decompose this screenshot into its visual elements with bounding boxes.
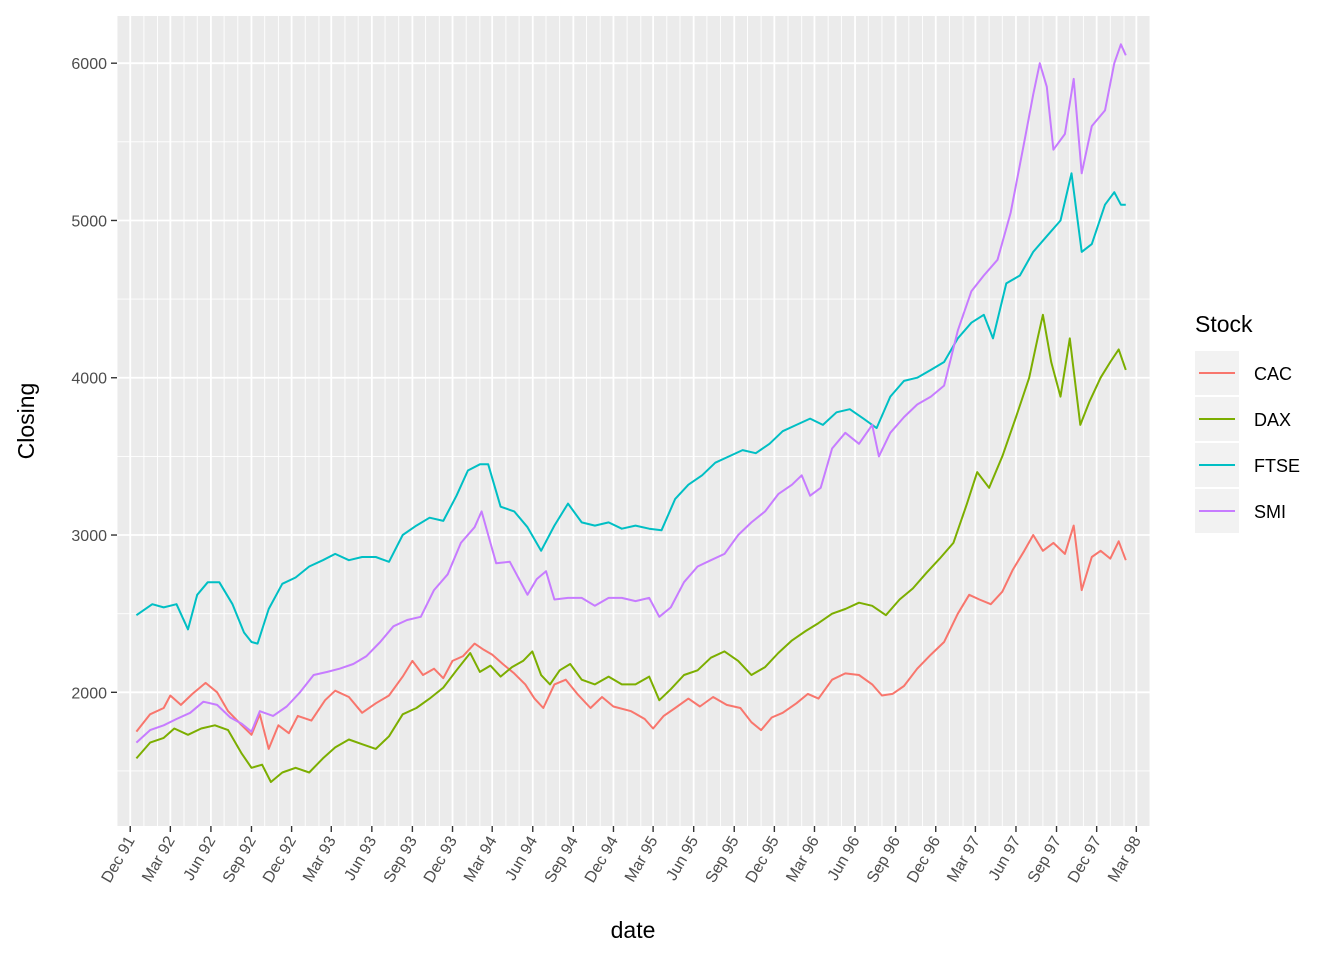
x-tick-label: Jun 94 — [502, 833, 541, 883]
x-tick-label: Dec 97 — [1065, 833, 1105, 885]
x-tick-label: Mar 98 — [1105, 833, 1145, 885]
x-tick-label: Dec 95 — [743, 833, 783, 885]
y-tick-label: 5000 — [71, 213, 107, 230]
legend-label-cac: CAC — [1254, 364, 1292, 384]
x-tick-label: Jun 92 — [181, 833, 220, 883]
x-tick-label: Sep 94 — [542, 833, 582, 886]
x-tick-label: Jun 95 — [663, 833, 702, 883]
x-tick-label: Mar 94 — [461, 833, 501, 885]
series-line-smi — [135, 43, 1127, 744]
series-line-cac — [135, 524, 1127, 750]
plot-panel — [117, 16, 1150, 826]
x-tick-label: Mar 95 — [622, 833, 662, 885]
x-axis-title: date — [611, 917, 656, 943]
y-axis-title: Closing — [13, 383, 39, 460]
x-tick-label: Sep 97 — [1025, 833, 1065, 886]
legend-title: Stock — [1195, 311, 1253, 337]
legend-label-smi: SMI — [1254, 502, 1286, 522]
x-tick-label: Mar 97 — [944, 833, 984, 885]
x-tick-label: Sep 96 — [864, 833, 904, 886]
x-tick-label: Sep 92 — [220, 833, 260, 886]
x-axis: Dec 91 Mar 92 Jun 92 Sep 92 Dec 92 Mar 93 Jun … — [99, 826, 1145, 886]
legend: Stock CAC DAX FTSE SMI — [1195, 311, 1300, 533]
x-tick-label: Jun 97 — [986, 833, 1025, 883]
x-tick-label: Mar 92 — [139, 833, 179, 885]
x-tick-label: Jun 96 — [825, 833, 864, 883]
y-tick-label: 2000 — [71, 685, 107, 702]
series-line-ftse — [135, 172, 1126, 645]
x-tick-label: Dec 94 — [582, 833, 622, 885]
legend-label-dax: DAX — [1254, 410, 1291, 430]
x-tick-label: Dec 96 — [904, 833, 944, 885]
x-tick-label: Sep 93 — [381, 833, 421, 886]
legend-label-ftse: FTSE — [1254, 456, 1300, 476]
major-grid — [117, 16, 1150, 826]
y-tick-label: 3000 — [71, 528, 107, 545]
y-tick-label: 6000 — [71, 56, 107, 73]
x-tick-label: Dec 92 — [260, 833, 300, 885]
x-tick-label: Sep 95 — [703, 833, 743, 886]
x-tick-label: Mar 96 — [783, 833, 823, 885]
x-tick-label: Dec 93 — [421, 833, 461, 885]
x-tick-label: Jun 93 — [342, 833, 381, 883]
series-line-dax — [135, 313, 1127, 783]
y-tick-label: 4000 — [71, 371, 107, 388]
y-axis: 2000 3000 4000 5000 6000 — [71, 56, 117, 702]
x-tick-label: Dec 91 — [99, 833, 139, 885]
series-lines — [135, 43, 1127, 783]
x-tick-label: Mar 93 — [300, 833, 340, 885]
